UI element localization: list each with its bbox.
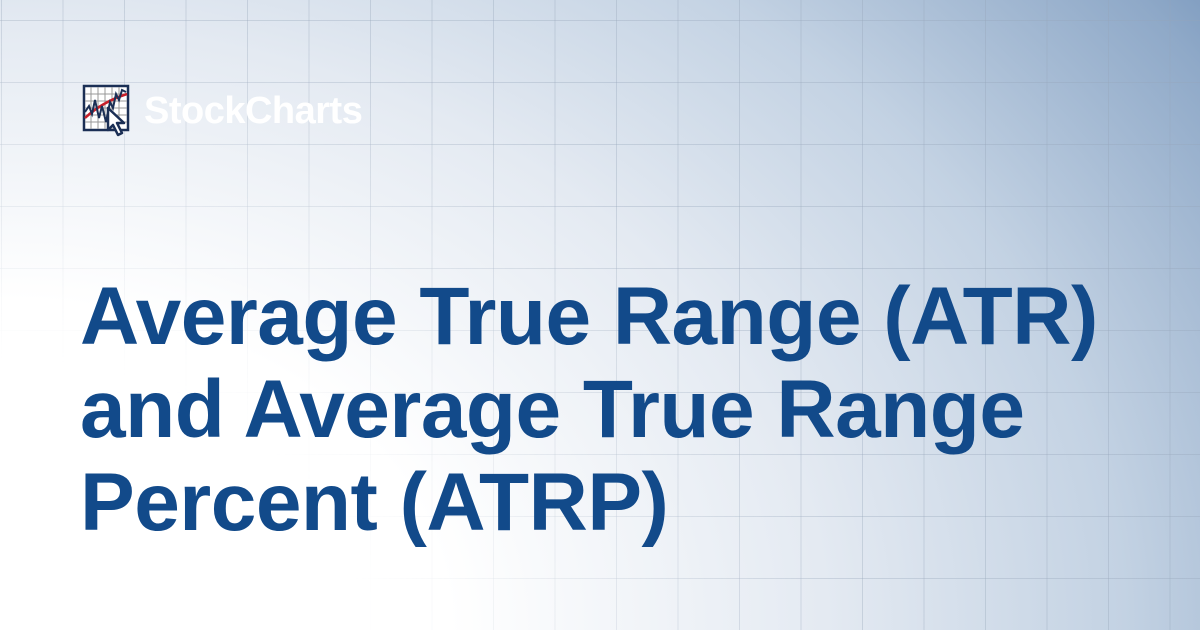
page-title: Average True Range (ATR) and Average Tru… <box>80 271 1098 548</box>
chart-with-cursor-icon <box>82 84 130 137</box>
stockcharts-logo[interactable]: StockCharts <box>82 84 363 138</box>
brand-name: StockCharts <box>144 89 363 132</box>
